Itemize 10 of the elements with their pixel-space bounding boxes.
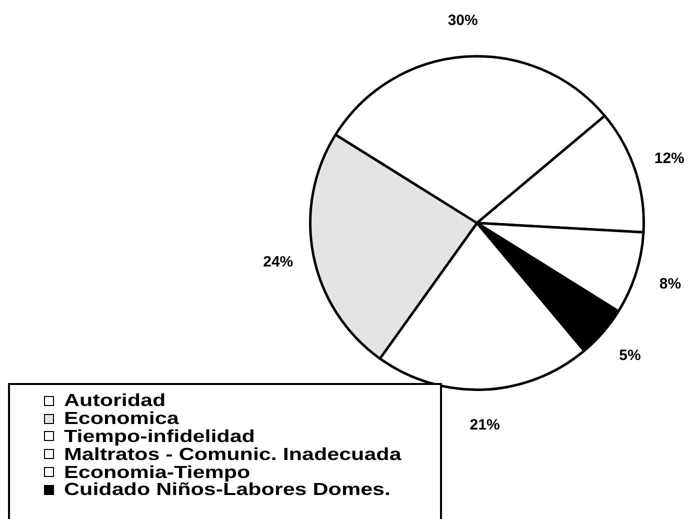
legend-label: Economica [64, 408, 179, 429]
data-label: 24% [263, 254, 294, 271]
legend-label: Autoridad [64, 390, 166, 411]
data-label: 21% [470, 416, 500, 434]
data-label: 8% [659, 275, 682, 292]
legend-label: Tiempo-infidelidad [64, 426, 255, 447]
data-label: 30% [448, 12, 478, 29]
data-label: 12% [654, 150, 684, 168]
data-label: 5% [619, 347, 641, 364]
legend-label: Economia-Tiempo [64, 462, 250, 482]
